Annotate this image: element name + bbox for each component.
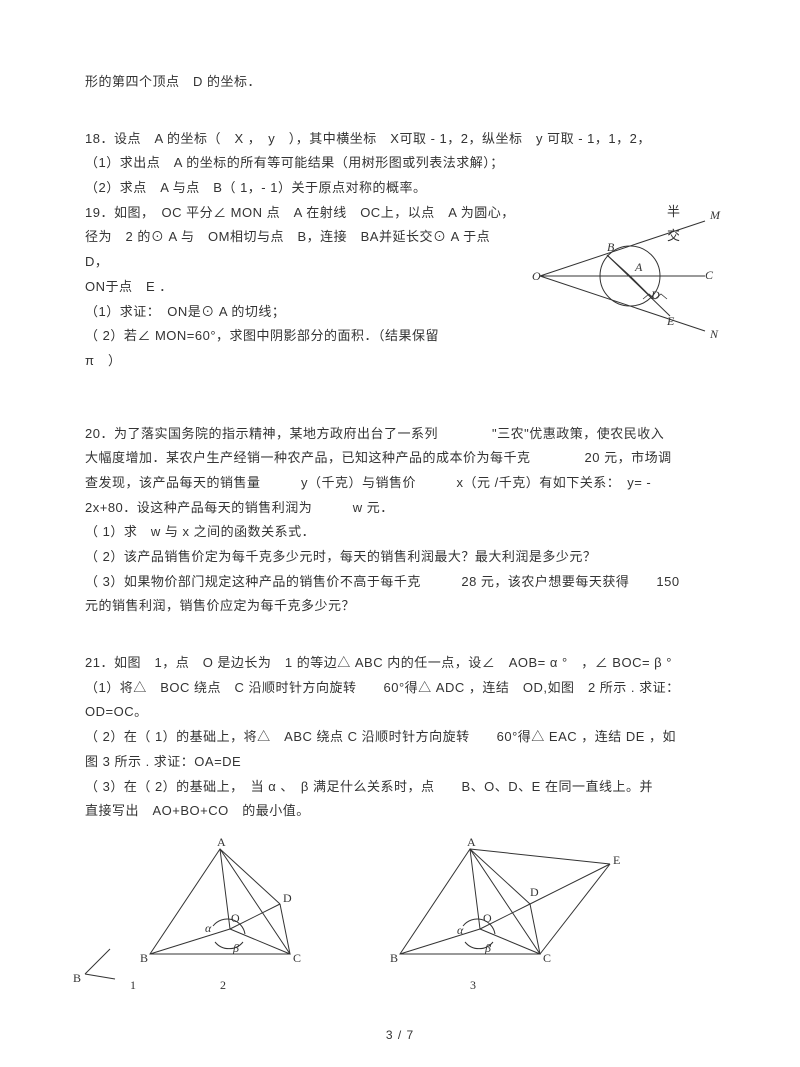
- text-line: 18．设点 A 的坐标（ X ， y ），其中横坐标 X可取 - 1，2，纵坐标…: [85, 127, 715, 152]
- svg-text:M: M: [709, 208, 721, 222]
- svg-text:B: B: [390, 951, 398, 965]
- triangle-figures: B A B C D O α β 1 2: [65, 834, 715, 994]
- text-line: 直接写出 AO+BO+CO 的最小值。: [85, 799, 715, 824]
- text-line: （1）将△ BOC 绕点 C 沿顺时针方向旋转 60°得△ ADC ，连结 OD…: [85, 676, 715, 701]
- svg-text:α: α: [457, 923, 464, 937]
- svg-text:O: O: [532, 269, 541, 283]
- svg-text:B: B: [140, 951, 148, 965]
- text-line: 大幅度增加．某农户生产经销一种农产品，已知这种产品的成本价为每千克 20 元，市…: [85, 446, 715, 471]
- spacer: [85, 406, 715, 422]
- figure-1-2: B A B C D O α β 1 2: [65, 834, 345, 994]
- svg-text:A: A: [467, 835, 476, 849]
- svg-text:A: A: [634, 260, 643, 274]
- svg-text:E: E: [666, 314, 675, 328]
- svg-text:D: D: [283, 891, 292, 905]
- text-line: （ 2）在（ 1）的基础上，将△ ABC 绕点 C 沿顺时针方向旋转 60°得△…: [85, 725, 715, 750]
- svg-text:β: β: [484, 941, 491, 955]
- svg-text:A: A: [217, 835, 226, 849]
- svg-text:D: D: [650, 288, 660, 302]
- text-line: （1）求出点 A 的坐标的所有等可能结果（用树形图或列表法求解）；: [85, 151, 715, 176]
- text-line: 21．如图 1，点 O 是边长为 1 的等边△ ABC 内的任一点，设∠ AOB…: [85, 651, 715, 676]
- text-line: OD=OC。: [85, 700, 715, 725]
- svg-text:E: E: [613, 853, 620, 867]
- page-footer: 3 / 7: [0, 1028, 800, 1042]
- svg-text:β: β: [232, 941, 239, 955]
- text-line: （ 3）在（ 2）的基础上， 当 α 、 β 满足什么关系时，点 B、O、D、E…: [85, 775, 715, 800]
- text-line: 20．为了落实国务院的指示精神，某地方政府出台了一系列 "三农"优惠政策，使农民…: [85, 422, 715, 447]
- svg-text:B: B: [607, 240, 615, 254]
- svg-text:B: B: [73, 971, 81, 985]
- svg-text:3: 3: [470, 978, 476, 992]
- text-line: 查发现，该产品每天的销售量 y（千克）与销售价 x（元 /千克）有如下关系： y…: [85, 471, 715, 496]
- svg-text:2: 2: [220, 978, 226, 992]
- svg-text:α: α: [205, 921, 212, 935]
- text-line: （ 3）如果物价部门规定这种产品的销售价不高于每千克 28 元，该农户想要每天获…: [85, 570, 715, 595]
- svg-text:C: C: [543, 951, 551, 965]
- q19-block: 半 交 M O A B C: [85, 201, 715, 374]
- text-line: （2）求点 A 与点 B（ 1，- 1）关于原点对称的概率。: [85, 176, 715, 201]
- svg-text:O: O: [483, 911, 492, 925]
- circle-figure: M O A B C D E N: [515, 201, 725, 371]
- spacer: [85, 95, 715, 127]
- svg-text:D: D: [530, 885, 539, 899]
- page-root: 形的第四个顶点 D 的坐标． 18．设点 A 的坐标（ X ， y ），其中横坐…: [0, 0, 800, 1067]
- text-line: 2x+80．设这种产品每天的销售利润为 w 元．: [85, 496, 715, 521]
- spacer: [85, 374, 715, 406]
- text-line: 元的销售利润，销售价应定为每千克多少元？: [85, 594, 715, 619]
- spacer: [85, 619, 715, 651]
- text-line: 图 3 所示 . 求证：OA=DE: [85, 750, 715, 775]
- figure-3: A B C D E O α β 3: [375, 834, 635, 994]
- svg-text:C: C: [293, 951, 301, 965]
- svg-text:N: N: [709, 327, 719, 341]
- svg-text:O: O: [231, 911, 240, 925]
- text-line: （ 1）求 w 与 x 之间的函数关系式．: [85, 520, 715, 545]
- svg-text:C: C: [705, 268, 714, 282]
- text-line: （ 2）该产品销售价定为每千克多少元时，每天的销售利润最大？最大利润是多少元？: [85, 545, 715, 570]
- text-line: 形的第四个顶点 D 的坐标．: [85, 70, 715, 95]
- svg-text:1: 1: [130, 978, 136, 992]
